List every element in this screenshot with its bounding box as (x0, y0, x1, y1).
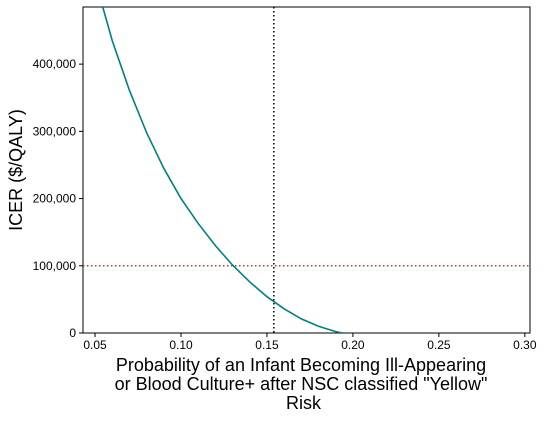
y-tick-label: 300,000 (33, 124, 77, 138)
x-axis-title-line-3: Risk (286, 393, 322, 413)
y-tick-label: 100,000 (33, 259, 77, 273)
x-axis-title: Probability of an Infant Becoming Ill-Ap… (115, 355, 493, 413)
x-axis-title-line-1: Probability of an Infant Becoming Ill-Ap… (116, 355, 486, 375)
x-tick-label: 0.10 (169, 338, 193, 352)
x-tick-label: 0.25 (427, 338, 451, 352)
reference-lines (83, 7, 530, 333)
series-layer (101, 7, 343, 333)
x-tick-label: 0.30 (513, 338, 537, 352)
x-axis-title-line-2: or Blood Culture+ after NSC classified "… (115, 374, 488, 394)
x-tick-label: 0.20 (341, 338, 365, 352)
y-axis-ticks: 0 100,000 200,000 300,000 400,000 (33, 57, 83, 340)
x-axis-ticks: 0.05 0.10 0.15 0.20 0.25 0.30 (83, 333, 537, 352)
y-axis-title: ICER ($/QALY) (6, 109, 26, 231)
y-tick-label: 400,000 (33, 57, 77, 71)
y-tick-label: 200,000 (33, 192, 77, 206)
x-tick-label: 0.05 (83, 338, 107, 352)
y-tick-label: 0 (69, 326, 76, 340)
icer-curve-line (101, 7, 343, 333)
x-tick-label: 0.15 (255, 338, 279, 352)
plot-frame (82, 6, 531, 334)
